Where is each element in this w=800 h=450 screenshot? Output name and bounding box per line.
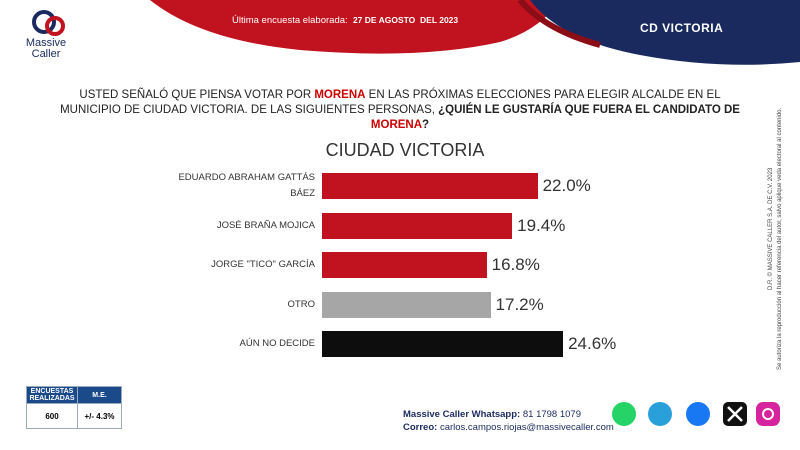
question-text: USTED SEÑALÓ QUE PIENSA VOTAR POR: [79, 89, 315, 101]
side-note: D.R. © MASSIVE CALLER S.A. DE C.V. 2023: [768, 167, 774, 290]
brand: Caller: [31, 48, 61, 60]
instagram-icon[interactable]: [756, 402, 780, 426]
bar: [322, 212, 513, 239]
bar: [322, 173, 538, 199]
category-label: OTRO: [287, 298, 315, 310]
value-label: 24.6%: [568, 334, 617, 353]
facebook-icon[interactable]: [686, 402, 710, 426]
footer-value: carlos.campos.riojas@massivecaller.com: [439, 422, 614, 433]
table-cell: 600: [26, 403, 78, 429]
telegram-icon[interactable]: [648, 402, 672, 426]
social-icons: [612, 402, 780, 426]
region: CD VICTORIA: [640, 21, 724, 35]
survey-info: Última encuesta elaborada: 27 DE AGOSTO …: [232, 15, 458, 26]
party: MORENA: [370, 119, 423, 131]
value-label: 22.0%: [542, 176, 591, 195]
brand: Massive: [25, 37, 67, 49]
question-text: ¿QUIÉN LE GUSTARÍA QUE FUERA EL CANDIDAT…: [438, 104, 740, 116]
bar: [322, 252, 487, 278]
table-cell: +/- 4.3%: [77, 403, 122, 429]
table-header: M.E.: [77, 386, 122, 404]
value-label: 16.8%: [491, 255, 540, 274]
side-note: Se autoriza la reproducción al hacer ref…: [777, 107, 783, 370]
footer-label: Correo:: [403, 422, 438, 433]
bar: [322, 331, 564, 357]
category-label: JOSÉ BRAÑA MOJICA: [216, 219, 315, 231]
value-label: 17.2%: [495, 294, 544, 314]
survey-label: Última encuesta elaborada:: [232, 15, 348, 26]
question-text: EN LAS PRÓXIMAS ELECCIONES PARA ELEGIR A…: [60, 89, 721, 116]
whatsapp-icon[interactable]: [612, 402, 636, 426]
party: MORENA: [314, 89, 366, 101]
category-label: EDUARDO ABRAHAM GATTÁS BÁEZ: [178, 172, 315, 199]
chart-title: CIUDAD VICTORIA: [325, 140, 485, 160]
footer-label: Massive Caller Whatsapp:: [403, 409, 521, 420]
question-text: ?: [422, 119, 430, 131]
bar: [322, 291, 491, 318]
stats-table: ENCUESTAS REALIZADAS M.E. 600 +/- 4.3%: [26, 386, 122, 429]
table-header: ENCUESTAS REALIZADAS: [26, 386, 78, 404]
header-bg: [32, 0, 800, 65]
category-label: JORGE "TICO" GARCÍA: [211, 259, 315, 270]
question: USTED SEÑALÓ QUE PIENSA VOTAR POR MORENA…: [50, 88, 750, 133]
value-label: 19.4%: [517, 215, 566, 235]
logo: Massive Caller: [22, 38, 70, 60]
survey-date: 27 DE AGOSTO DEL 2023: [352, 15, 459, 25]
category-label: AÚN NO DECIDE: [239, 338, 315, 349]
footer: Massive Caller Whatsapp: 81 1798 1079 Co…: [403, 408, 614, 434]
footer-value: 81 1798 1079: [522, 409, 581, 420]
